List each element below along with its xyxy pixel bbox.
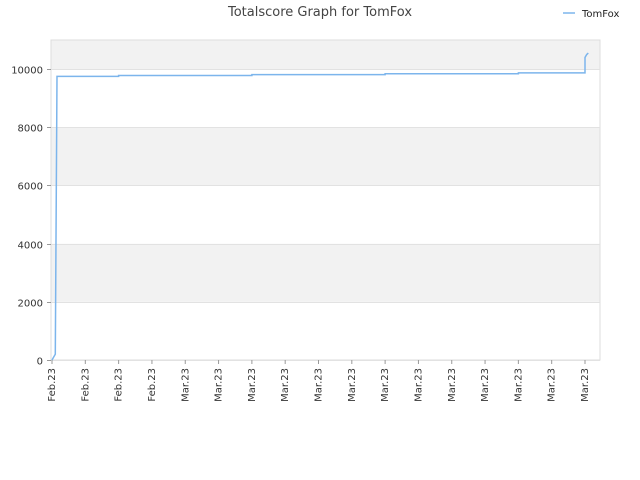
series-lines: [51, 52, 589, 361]
plot-bands: [50, 39, 601, 361]
y-tick-label: 0: [37, 357, 43, 368]
x-tick-label: Mar.23: [247, 368, 258, 402]
x-tick-label: Mar.23: [580, 368, 591, 402]
x-axis: Feb.23 Feb.23 Feb.23 Feb.23 Mar.23 Mar.23 Mar.…: [47, 360, 591, 402]
x-tick-label: Mar.23: [280, 368, 291, 402]
grid-lines: [51, 69, 600, 361]
legend[interactable]: TomFox: [563, 9, 619, 20]
x-tick-label: Mar.23: [347, 368, 358, 402]
plot-band: [51, 301, 600, 360]
y-tick-label: 2000: [18, 299, 43, 310]
series-line-tomfox[interactable]: [51, 52, 589, 361]
y-tick-label: 6000: [18, 182, 43, 193]
x-tick-label: Mar.23: [314, 368, 325, 402]
x-tick-label: Feb.23: [147, 368, 158, 402]
x-tick-label: Mar.23: [380, 368, 391, 402]
y-tick-label: 4000: [18, 241, 43, 252]
x-tick-label: Mar.23: [413, 368, 424, 402]
plot-band: [51, 69, 600, 128]
x-tick-label: Feb.23: [114, 368, 125, 402]
y-tick-label: 8000: [18, 124, 43, 135]
x-tick-label: Feb.23: [80, 368, 91, 402]
plot-band: [51, 40, 600, 70]
x-tick-label: Mar.23: [513, 368, 524, 402]
plot-band: [51, 127, 600, 186]
y-tick-label: 10000: [11, 66, 43, 77]
legend-label: TomFox: [581, 9, 619, 20]
x-tick-label: Mar.23: [180, 368, 191, 402]
x-tick-label: Mar.23: [447, 368, 458, 402]
x-tick-label: Feb.23: [47, 368, 58, 402]
x-tick-label: Mar.23: [214, 368, 225, 402]
x-tick-label: Mar.23: [547, 368, 558, 402]
y-axis: 0 2000 4000 6000 8000 10000: [11, 66, 51, 368]
plot-band: [51, 185, 600, 244]
plot-band: [51, 243, 600, 302]
chart-title: Totalscore Graph for TomFox: [227, 5, 412, 20]
x-tick-label: Mar.23: [480, 368, 491, 402]
